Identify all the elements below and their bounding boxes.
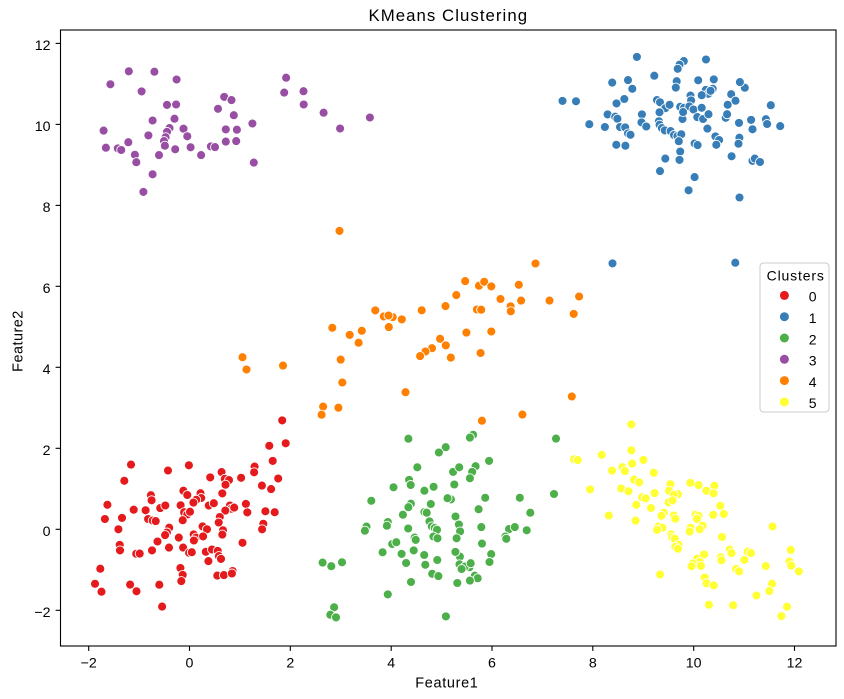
svg-text:12: 12 [35, 38, 51, 54]
svg-text:Clusters: Clusters [767, 268, 825, 284]
svg-text:6: 6 [43, 281, 51, 297]
svg-text:10: 10 [686, 655, 702, 671]
svg-text:4: 4 [43, 362, 51, 378]
svg-text:0: 0 [809, 289, 817, 305]
svg-text:8: 8 [43, 200, 51, 216]
svg-text:1: 1 [809, 310, 817, 326]
svg-text:0: 0 [186, 655, 194, 671]
svg-text:−2: −2 [34, 605, 50, 621]
svg-text:12: 12 [787, 655, 803, 671]
svg-text:Feature2: Feature2 [10, 310, 26, 372]
svg-text:−2: −2 [81, 655, 97, 671]
svg-text:6: 6 [488, 655, 496, 671]
svg-text:2: 2 [43, 443, 51, 459]
svg-text:4: 4 [809, 374, 817, 390]
svg-text:5: 5 [809, 395, 817, 411]
svg-text:KMeans Clustering: KMeans Clustering [368, 6, 528, 25]
svg-text:2: 2 [286, 655, 294, 671]
svg-text:0: 0 [43, 524, 51, 540]
svg-text:2: 2 [809, 331, 817, 347]
svg-text:Feature1: Feature1 [415, 675, 478, 691]
svg-text:4: 4 [387, 655, 395, 671]
svg-text:10: 10 [35, 119, 51, 135]
svg-text:8: 8 [589, 655, 597, 671]
svg-text:3: 3 [809, 353, 817, 369]
